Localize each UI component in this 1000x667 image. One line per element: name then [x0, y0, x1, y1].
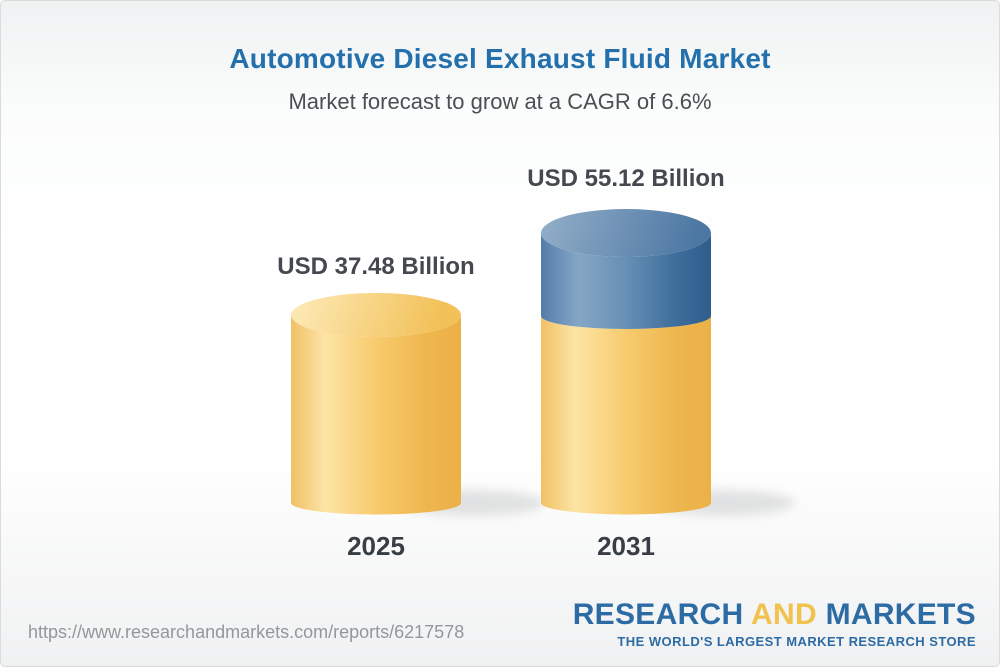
logo-tagline: THE WORLD'S LARGEST MARKET RESEARCH STOR…: [617, 633, 976, 649]
cylinder-2031-growth: [541, 233, 711, 329]
logo-word-and: AND: [751, 598, 817, 631]
source-url: https://www.researchandmarkets.com/repor…: [28, 622, 465, 642]
cylinder-2031-base: [541, 316, 711, 515]
cylinder-2025-top: [291, 293, 461, 337]
page-subtitle: Market forecast to grow at a CAGR of 6.6…: [288, 89, 712, 114]
value-label-2025: USD 37.48 Billion: [277, 253, 475, 280]
logo-wordmark: RESEARCH AND MARKETS: [573, 599, 976, 631]
page-title: Automotive Diesel Exhaust Fluid Market: [229, 43, 771, 74]
logo-word-research: RESEARCH: [572, 598, 744, 631]
logo-word-markets: MARKETS: [825, 598, 976, 631]
category-label-2031: 2031: [597, 531, 655, 561]
company-logo: RESEARCH AND MARKETS THE WORLD'S LARGEST…: [573, 599, 976, 649]
category-label-2025: 2025: [347, 531, 405, 561]
cylinder-2031-top: [541, 209, 711, 257]
value-label-2031: USD 55.12 Billion: [527, 165, 725, 192]
cylinder-2025-body: [291, 315, 461, 515]
